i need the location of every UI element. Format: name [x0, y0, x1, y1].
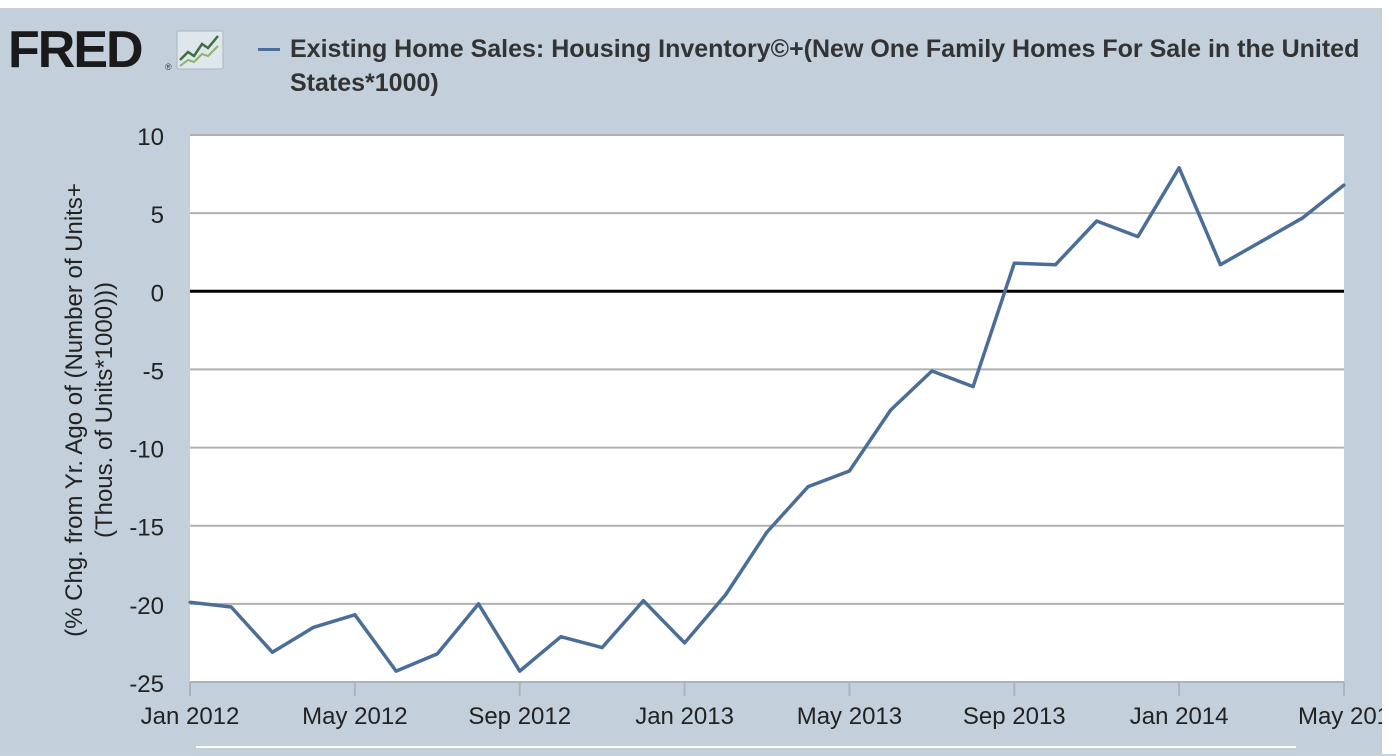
- y-tick-label: -20: [129, 593, 164, 620]
- data-point: [1177, 166, 1181, 170]
- data-point: [518, 669, 522, 673]
- registered-mark: ®: [165, 62, 172, 72]
- data-point: [1012, 261, 1016, 265]
- x-tick-label: Sep 2012: [468, 703, 571, 730]
- chart-logo-icon: [176, 30, 224, 70]
- y-tick-label: 0: [151, 280, 164, 307]
- bottom-scroll-strip: [196, 746, 1296, 756]
- data-point: [1342, 183, 1346, 187]
- x-tick-label: May 2013: [797, 703, 902, 730]
- x-tick-label: May 201: [1298, 703, 1382, 730]
- data-point: [889, 408, 893, 412]
- right-border: [1382, 0, 1396, 754]
- y-tick-label: -25: [129, 671, 164, 698]
- data-point: [1259, 239, 1264, 243]
- chart-title: Existing Home Sales: Housing Inventory©+…: [290, 35, 1360, 97]
- data-point: [1053, 263, 1058, 267]
- data-point: [394, 669, 398, 673]
- data-point: [1301, 216, 1305, 220]
- y-tick-label: 10: [137, 124, 164, 151]
- y-tick-label: 5: [151, 202, 164, 229]
- x-tick-label: Jan 2012: [141, 703, 240, 730]
- fred-logo[interactable]: FRED: [8, 21, 144, 79]
- data-point: [312, 625, 316, 629]
- data-point: [270, 650, 275, 654]
- data-point: [641, 599, 645, 603]
- data-point: [847, 469, 852, 473]
- y-tick-label: -10: [129, 437, 164, 464]
- top-border: [0, 0, 1396, 8]
- data-point: [188, 600, 192, 604]
- data-point: [600, 646, 604, 650]
- x-tick-label: Sep 2013: [963, 703, 1066, 730]
- data-point: [971, 385, 975, 389]
- x-tick-label: Jan 2014: [1130, 703, 1229, 730]
- y-axis-label-line1: (% Chg. from Yr. Ago of (Number of Units…: [61, 183, 88, 637]
- data-point: [229, 605, 233, 609]
- data-point: [1136, 234, 1140, 239]
- y-axis-label-line2: (Thous. of Units*1000))): [91, 282, 118, 538]
- data-point: [476, 602, 481, 606]
- data-point: [353, 613, 357, 617]
- x-tick-label: Jan 2013: [635, 703, 734, 730]
- data-point: [806, 485, 810, 489]
- data-point: [724, 592, 728, 597]
- plot-area: [190, 135, 1344, 682]
- data-point: [559, 635, 563, 639]
- data-point: [930, 369, 934, 373]
- data-point: [1095, 219, 1099, 223]
- x-tick-label: May 2012: [302, 703, 407, 730]
- data-point: [765, 530, 769, 534]
- data-point: [682, 641, 687, 645]
- legend-series-swatch: [258, 48, 280, 51]
- data-point: [1218, 263, 1222, 267]
- y-tick-label: -15: [129, 515, 164, 542]
- y-tick-label: -5: [143, 358, 164, 385]
- data-point: [435, 652, 439, 656]
